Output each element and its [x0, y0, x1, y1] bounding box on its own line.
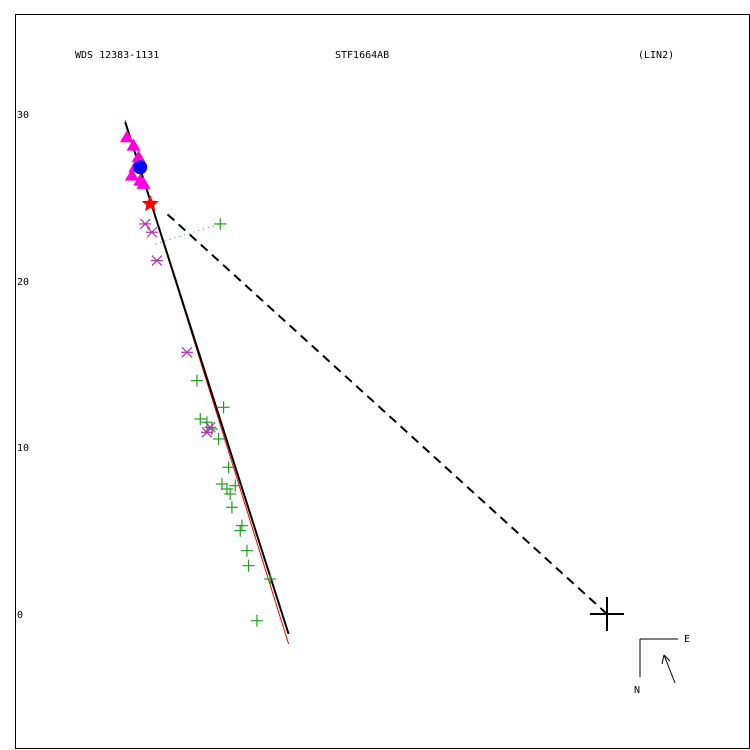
y-tick-label: 10 [17, 443, 29, 454]
data-point-plus [235, 519, 248, 532]
ast-d2 [151, 255, 163, 267]
data-point-plus [194, 412, 207, 425]
y-tick-label: 30 [17, 110, 29, 121]
motion-arrow-icon [661, 654, 676, 684]
y-tick-label: 0 [17, 610, 23, 621]
data-point-plus [225, 501, 238, 514]
data-point-plus [190, 374, 203, 387]
data-point-asterisk [180, 346, 193, 358]
compass: E N [634, 634, 690, 696]
data-point-triangle [131, 150, 146, 163]
data-point-plus [200, 416, 213, 429]
data-point-star [141, 194, 159, 212]
data-point-triangle [119, 130, 134, 143]
data-point-plus [224, 487, 237, 500]
data-point-plus [234, 524, 247, 537]
ast-d2 [201, 426, 213, 438]
data-point-plus [220, 482, 233, 495]
residual-dotted-line [155, 223, 221, 245]
data-point-triangle [124, 168, 139, 181]
periastron-dashed-line [164, 211, 608, 615]
data-point-plus [212, 432, 225, 445]
data-point-plus [214, 217, 227, 230]
header-star-name: STF1664AB [335, 50, 389, 61]
data-point-plus [250, 614, 263, 627]
data-point-plus [242, 559, 255, 572]
data-point-circle [133, 160, 148, 175]
lines-layer [124, 120, 624, 645]
y-tick-label: 20 [17, 277, 29, 288]
compass-east-label: E [684, 634, 690, 645]
marks-layer [119, 130, 277, 627]
data-point-asterisk [145, 226, 158, 238]
data-point-plus [217, 401, 230, 414]
data-point-plus [215, 477, 228, 490]
data-point-plus [222, 461, 235, 474]
data-point-plus [264, 572, 277, 585]
data-point-triangle [136, 176, 151, 189]
data-point-triangle [126, 138, 141, 151]
data-point-asterisk [139, 218, 152, 230]
data-point-plus [240, 544, 253, 557]
data-point-plus [229, 479, 242, 492]
header-wds-id: WDS 12383-1131 [75, 50, 159, 61]
ast-d2 [181, 346, 193, 358]
compass-north-label: N [634, 685, 640, 696]
ast-d2 [146, 226, 158, 238]
data-point-asterisk [150, 255, 163, 267]
ast-d2 [204, 421, 216, 433]
data-point-asterisk [200, 426, 213, 438]
ast-d2 [139, 218, 151, 230]
data-point-asterisk [204, 421, 217, 433]
header-code: (LIN2) [638, 50, 674, 61]
